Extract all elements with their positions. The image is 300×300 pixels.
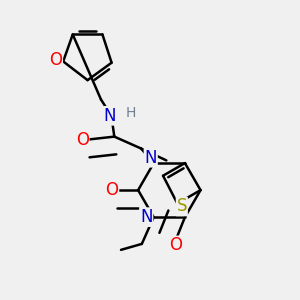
Text: O: O [106, 181, 118, 199]
Text: O: O [76, 130, 89, 148]
Text: O: O [49, 51, 62, 69]
Text: H: H [125, 106, 136, 120]
Text: O: O [169, 236, 182, 254]
Text: N: N [145, 149, 157, 167]
Text: N: N [103, 107, 116, 125]
Text: S: S [177, 197, 187, 215]
Text: N: N [140, 208, 152, 226]
